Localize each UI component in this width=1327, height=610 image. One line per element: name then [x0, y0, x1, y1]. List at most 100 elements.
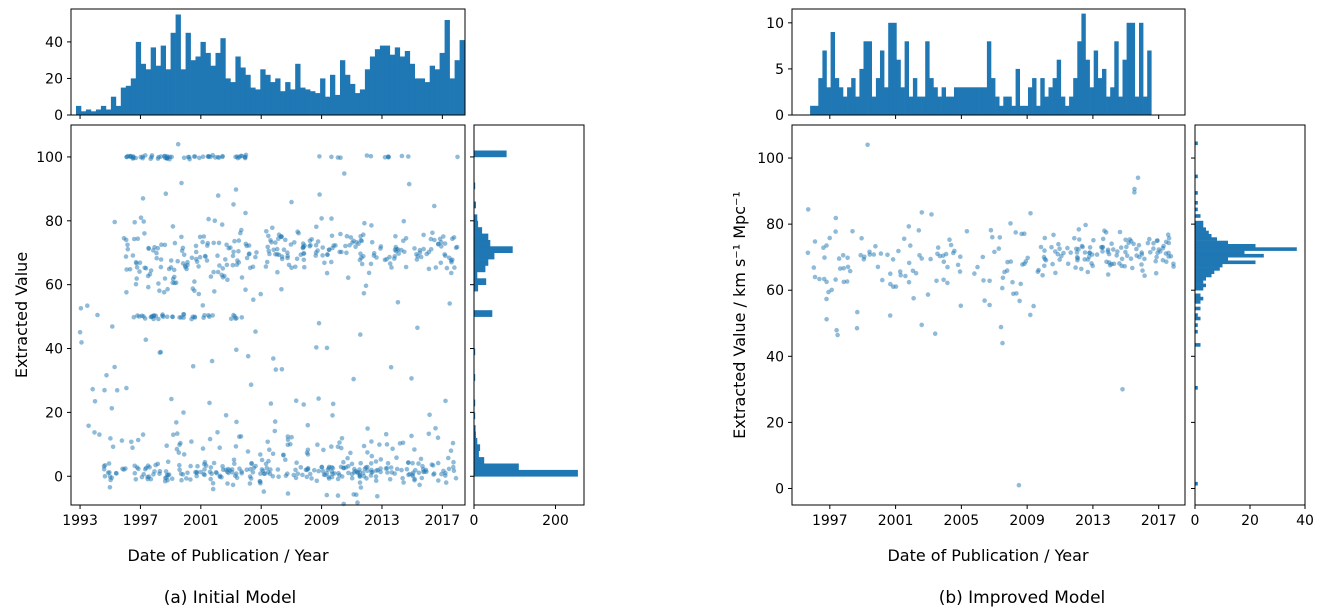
scatter-point: [132, 463, 137, 469]
top-hist-bar: [160, 45, 166, 115]
side-hist-x-tick-label: 0: [1191, 513, 1200, 529]
scatter-point: [432, 203, 437, 209]
scatter-point: [442, 252, 447, 257]
scatter-point: [1154, 254, 1159, 260]
scatter-point: [153, 462, 158, 468]
scatter-point: [1115, 249, 1120, 254]
scatter-point: [172, 240, 178, 246]
side-hist-bar: [474, 374, 476, 381]
scatter-point: [142, 231, 147, 236]
scatter-point: [344, 233, 350, 239]
scatter-point: [281, 452, 286, 458]
side-hist-frame: [1194, 124, 1306, 506]
scatter-point: [109, 406, 115, 411]
scatter-point: [265, 470, 271, 475]
scatter-point: [78, 306, 84, 311]
top-hist-bar: [130, 78, 137, 115]
scatter-point: [347, 243, 352, 248]
scatter-point: [822, 255, 827, 260]
side-hist-bar: [1195, 316, 1201, 321]
scatter-point: [406, 181, 412, 187]
scatter-point: [833, 277, 838, 282]
scatter-point: [430, 230, 435, 236]
top-hist-bar: [379, 45, 386, 115]
top-hist-bar: [908, 96, 914, 115]
scatter-point: [179, 180, 184, 186]
scatter-point: [157, 288, 162, 294]
scatter-point: [172, 280, 177, 286]
scatter-point: [288, 242, 294, 247]
scatter-point: [453, 475, 459, 481]
scatter-point: [106, 461, 112, 466]
top-hist-bar: [1093, 50, 1099, 115]
scatter-point: [1028, 211, 1033, 216]
scatter-point: [1087, 250, 1092, 256]
scatter-point: [1131, 241, 1136, 247]
side-hist-bar: [1195, 230, 1209, 235]
scatter-point: [357, 257, 363, 263]
scatter-point: [303, 467, 309, 473]
top-hist-bar: [822, 50, 827, 115]
scatter-point: [288, 441, 293, 447]
scatter-point: [1109, 241, 1114, 246]
scatter-point: [442, 241, 448, 246]
scatter-point: [368, 261, 374, 267]
top-hist-bar: [1106, 96, 1111, 115]
scatter-point: [223, 257, 228, 262]
scatter-point: [242, 154, 248, 160]
top-hist-bar: [1023, 105, 1029, 115]
figure-caption: (a) Initial Model: [164, 588, 297, 608]
scatter-point: [1123, 237, 1128, 243]
top-hist-bar: [340, 60, 346, 115]
side-hist-bar: [1195, 293, 1201, 298]
side-hist-bar: [1195, 234, 1212, 238]
top-hist-bar: [1081, 13, 1086, 116]
scatter-point: [409, 376, 414, 381]
scatter-point: [195, 463, 200, 469]
scatter-point: [264, 229, 269, 234]
scatter-point: [358, 460, 364, 466]
scatter-point: [871, 252, 877, 257]
scatter-point: [394, 455, 399, 461]
top-hist-bar: [175, 14, 181, 115]
scatter-point: [208, 476, 213, 482]
top-hist-bar: [1003, 96, 1008, 115]
scatter-point: [450, 236, 455, 242]
side-hist-bar: [474, 399, 476, 407]
scatter-point: [844, 279, 850, 284]
top-hist-bar: [834, 78, 840, 115]
scatter-point: [1017, 298, 1022, 304]
scatter-point: [248, 466, 253, 472]
scatter-point: [224, 262, 230, 268]
scatter-point: [188, 463, 193, 469]
scatter-point: [374, 468, 379, 473]
scatter-point: [267, 447, 272, 453]
side-hist-bar: [1195, 224, 1204, 228]
x-tick-label: 1997: [123, 513, 159, 529]
side-hist-x-tick-label: 20: [1241, 513, 1259, 529]
scatter-point: [369, 453, 375, 459]
scatter-point: [285, 491, 291, 496]
scatter-point: [230, 482, 236, 488]
side-hist-bar: [1195, 343, 1201, 347]
top-hist-bar: [875, 78, 881, 115]
scatter-point: [269, 240, 274, 245]
scatter-point: [170, 276, 176, 282]
scatter-point: [338, 231, 343, 237]
scatter-point: [165, 459, 171, 465]
scatter-point: [362, 220, 367, 226]
scatter-point: [1011, 291, 1016, 297]
top-hist-bar: [255, 89, 261, 115]
scatter-point: [436, 478, 441, 483]
scatter-point: [155, 245, 161, 251]
scatter-point: [266, 233, 271, 239]
scatter-point: [185, 470, 190, 476]
scatter-point: [1025, 255, 1030, 261]
scatter-point: [243, 287, 248, 293]
scatter-point: [329, 216, 334, 221]
scatter-point: [170, 314, 175, 320]
scatter-point: [124, 154, 129, 160]
scatter-point: [132, 470, 138, 476]
scatter-point: [384, 465, 390, 471]
side-hist-frame: [473, 124, 585, 506]
